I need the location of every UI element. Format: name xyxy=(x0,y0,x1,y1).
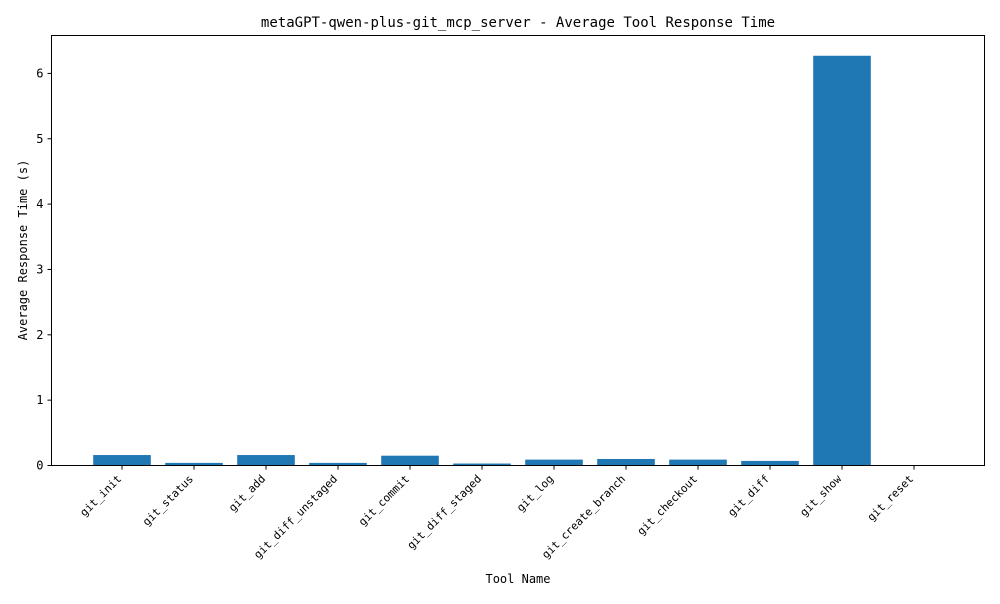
y-tick-label: 3 xyxy=(36,262,43,276)
bar-git-init xyxy=(93,455,151,466)
y-tick-label: 0 xyxy=(36,459,43,473)
bar-git-create-branch xyxy=(597,458,655,466)
bar-git-commit xyxy=(381,455,439,466)
y-tick-label: 2 xyxy=(36,328,43,342)
x-tick-label: git_log xyxy=(514,472,556,514)
x-tick-label: git_init xyxy=(77,472,124,519)
y-tick-label: 4 xyxy=(36,197,43,211)
plot-frame xyxy=(51,35,985,466)
x-tick-label: git_show xyxy=(797,472,844,519)
x-axis-ticks: git_init git_status git_addgit_diff_unstag… xyxy=(77,465,916,561)
x-tick-label: git_diff xyxy=(725,472,772,519)
y-axis-label: Average Response Time (s) xyxy=(16,160,30,341)
y-axis-ticks: 0 1 2 3 4 5 6 xyxy=(36,66,52,473)
bar-git-diff xyxy=(741,460,799,466)
y-tick-label: 1 xyxy=(36,393,43,407)
x-tick-label: git_commit xyxy=(356,472,412,528)
x-tick-label: git_status xyxy=(140,472,196,528)
bar-git-log xyxy=(525,459,583,466)
x-tick-label: git_diff_staged xyxy=(405,472,484,551)
x-tick-label: git_checkout xyxy=(635,472,700,537)
x-axis-label: Tool Name xyxy=(485,572,550,586)
y-tick-label: 6 xyxy=(36,66,43,80)
x-tick-label: git_create_branch xyxy=(539,472,628,561)
x-tick-label: git_add xyxy=(226,472,268,514)
bar-git-show xyxy=(813,55,871,466)
bar-git-checkout xyxy=(669,459,727,466)
bar-git-status xyxy=(165,462,223,466)
x-tick-label: git_diff_unstaged xyxy=(251,472,340,561)
bar-git-diff-unstaged xyxy=(309,462,367,466)
y-tick-label: 5 xyxy=(36,132,43,146)
bar-git-add xyxy=(237,455,295,466)
bar-git-diff-staged xyxy=(453,463,511,466)
chart-title: metaGPT-qwen-plus-git_mcp_server - Avera… xyxy=(261,15,775,31)
bars-group xyxy=(93,55,871,466)
x-tick-label: git_reset xyxy=(865,472,916,523)
